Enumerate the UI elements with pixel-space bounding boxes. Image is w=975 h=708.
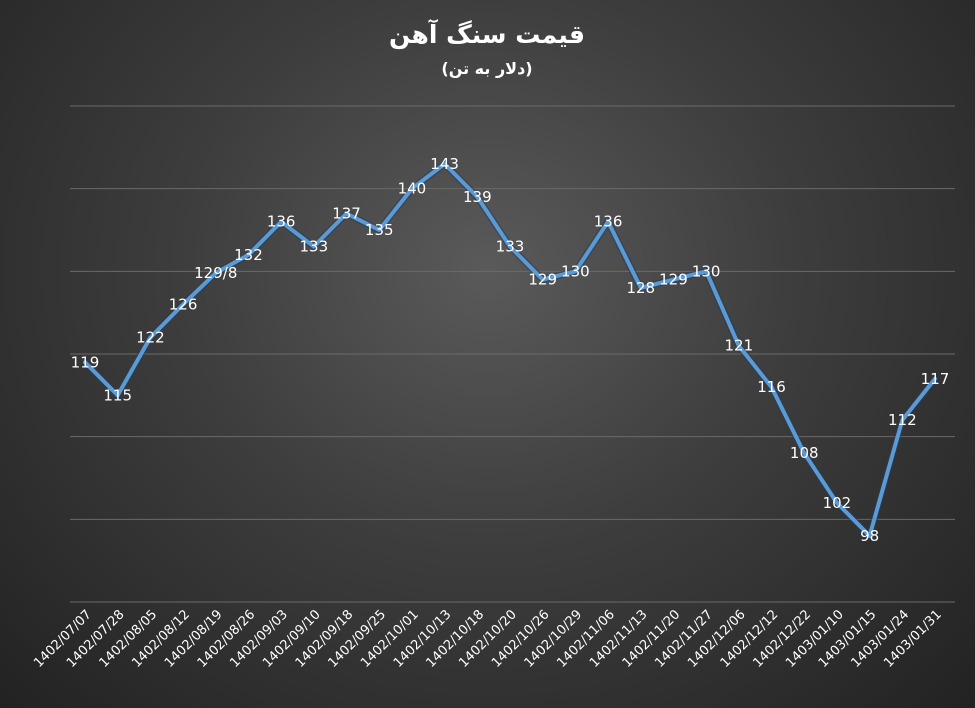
data-label: 133 [300,238,329,256]
series-line-shadow [81,160,939,540]
data-label: 117 [921,370,950,388]
data-label: 129 [659,271,688,289]
data-label: 139 [463,188,492,206]
data-label: 140 [398,180,427,198]
data-label: 98 [860,527,879,545]
data-label: 112 [888,411,917,429]
data-label: 128 [626,279,655,297]
data-label: 116 [757,378,786,396]
data-label: 133 [496,238,525,256]
data-label: 115 [103,386,132,404]
x-axis-tick-labels: 1402/07/071402/07/281402/08/051402/08/12… [31,607,945,671]
data-label: 132 [234,246,263,264]
data-label: 137 [332,204,361,222]
data-label: 130 [692,262,721,280]
data-label: 102 [823,494,852,512]
chart-subtitle: (دلار به تن) [441,59,532,78]
data-label: 136 [594,213,623,231]
data-label: 122 [136,328,165,346]
data-label: 129/8 [194,264,237,282]
data-label: 126 [169,295,198,313]
data-labels: 119115122126129/813213613313713514014313… [71,155,950,545]
series-line-path [83,161,937,538]
data-label: 130 [561,262,590,280]
data-label: 119 [71,353,100,371]
data-label: 129 [528,271,557,289]
data-label: 143 [430,155,459,173]
chart-title: قیمت سنگ آهن [389,19,585,50]
data-label: 135 [365,221,394,239]
data-label: 136 [267,213,296,231]
data-label: 108 [790,444,819,462]
data-label: 121 [725,337,754,355]
series-line [81,160,939,540]
gridlines [70,105,955,603]
